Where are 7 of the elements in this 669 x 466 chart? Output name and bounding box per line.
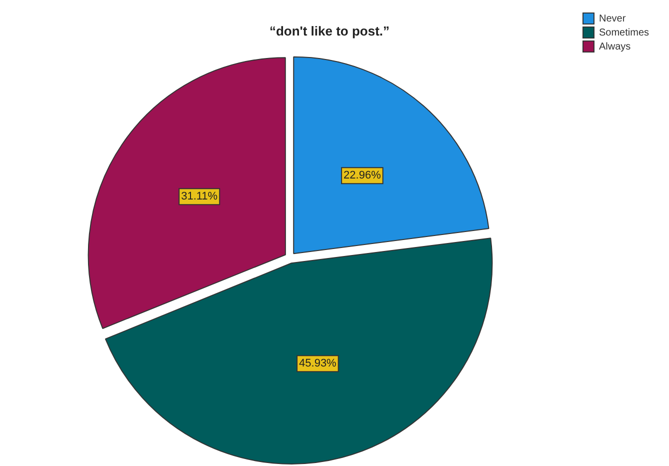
text: “don't like to post.” <box>269 23 390 38</box>
data-label: 22.96% <box>344 170 382 182</box>
legend-label: Always <box>598 41 631 52</box>
data-label: 45.93% <box>299 358 337 370</box>
legend-label: Never <box>598 13 626 24</box>
legend-label: Sometimes <box>598 27 649 38</box>
data-label: 31.11% <box>181 190 218 203</box>
